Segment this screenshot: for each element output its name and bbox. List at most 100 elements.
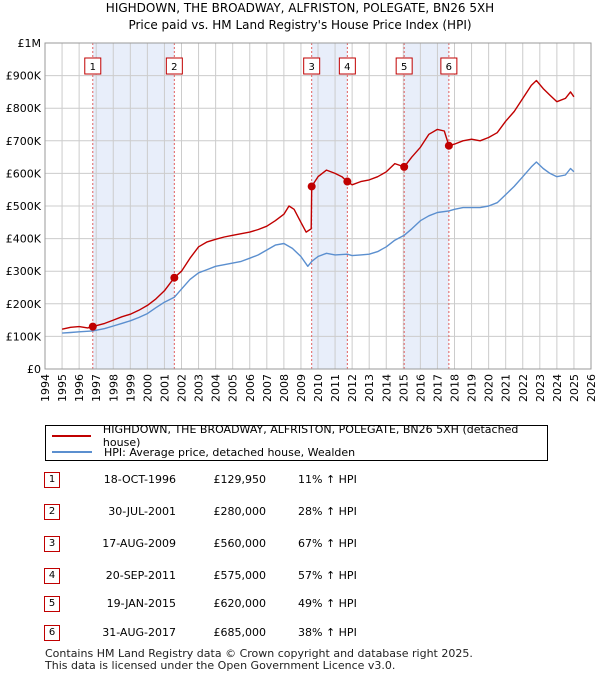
sale-price: £620,000 xyxy=(213,597,267,610)
x-tick-label: 2012 xyxy=(346,374,359,402)
y-tick-label: £1M xyxy=(18,37,42,50)
sale-price: £575,000 xyxy=(213,569,267,582)
legend-label-property: HIGHDOWN, THE BROADWAY, ALFRISTON, POLEG… xyxy=(102,423,519,449)
sale-label-box xyxy=(338,57,356,75)
chart-title: HIGHDOWN, THE BROADWAY, ALFRISTON, POLEG… xyxy=(0,0,600,34)
sale-point xyxy=(170,273,179,282)
sale-row: 4 20-SEP-2011 £575,000 57% ↑ HPI xyxy=(44,568,444,586)
sale-number-badge: 4 xyxy=(44,568,60,584)
x-tick-label: 2026 xyxy=(585,374,598,402)
x-tick-label: 1996 xyxy=(73,374,86,402)
sale-label-text: 4 xyxy=(344,62,350,73)
sale-price: £560,000 xyxy=(213,537,267,550)
x-tick-label: 1997 xyxy=(90,374,103,402)
sale-point xyxy=(444,141,453,150)
x-tick-label: 2002 xyxy=(176,374,189,402)
x-tick-label: 2021 xyxy=(500,374,513,402)
y-tick-label: £500K xyxy=(6,200,42,213)
sale-hpi-change: 49% ↑ HPI xyxy=(298,597,357,610)
x-tick-label: 2004 xyxy=(210,374,223,402)
title-line-2: Price paid vs. HM Land Registry's House … xyxy=(128,18,472,32)
x-tick-label: 2005 xyxy=(227,374,240,402)
sale-row: 5 19-JAN-2015 £620,000 49% ↑ HPI xyxy=(44,596,444,614)
legend-swatch-property xyxy=(52,435,91,437)
x-tick-label: 2006 xyxy=(244,374,257,402)
sale-hpi-change: 57% ↑ HPI xyxy=(298,569,357,582)
sale-label-box xyxy=(303,57,321,75)
sale-label-box xyxy=(395,57,413,75)
legend-swatch-hpi xyxy=(52,451,92,453)
sale-number-badge: 2 xyxy=(44,504,60,520)
sale-date: 18-OCT-1996 xyxy=(103,473,176,486)
sale-label-text: 2 xyxy=(171,62,177,73)
y-tick-label: £800K xyxy=(6,102,42,115)
y-tick-label: £0 xyxy=(27,363,41,376)
footer-licence: This data is licensed under the Open Gov… xyxy=(45,659,396,672)
sale-date: 30-JUL-2001 xyxy=(108,505,176,518)
sale-point xyxy=(400,162,409,171)
sale-point xyxy=(88,322,97,331)
sale-row: 6 31-AUG-2017 £685,000 38% ↑ HPI xyxy=(44,625,444,643)
y-tick-label: £400K xyxy=(6,233,42,246)
x-tick-label: 1995 xyxy=(56,374,69,402)
price-chart: 1 2 3 4 5 6 £0 £100K £200K £300K £400K £500K £600K £7… xyxy=(6,37,598,402)
y-tick-label: £200K xyxy=(6,298,42,311)
sale-label-text: 3 xyxy=(308,62,314,73)
property-price-line xyxy=(62,161,575,334)
legend-item-hpi: HPI: Average price, detached house, Weal… xyxy=(52,444,355,460)
x-tick-label: 1994 xyxy=(39,374,52,402)
y-tick-label: £100K xyxy=(6,330,42,343)
sale-price: £280,000 xyxy=(213,505,267,518)
x-tick-label: 2020 xyxy=(483,374,496,402)
sale-number-badge: 6 xyxy=(44,625,60,641)
sale-hpi-change: 28% ↑ HPI xyxy=(298,505,357,518)
x-tick-label: 2014 xyxy=(380,374,393,402)
sale-hpi-change: 11% ↑ HPI xyxy=(298,473,357,486)
sale-hpi-change: 38% ↑ HPI xyxy=(298,626,357,639)
x-tick-label: 2003 xyxy=(193,374,206,402)
x-tick-label: 2007 xyxy=(261,374,274,402)
sale-label-text: 6 xyxy=(446,62,452,73)
legend: HIGHDOWN, THE BROADWAY, ALFRISTON, POLEG… xyxy=(45,423,548,461)
x-tick-label: 1998 xyxy=(107,374,120,402)
sale-label-text: 1 xyxy=(90,62,96,73)
x-tick-label: 2019 xyxy=(466,374,479,402)
sale-row: 3 17-AUG-2009 £560,000 67% ↑ HPI xyxy=(44,536,444,554)
sale-hpi-change: 67% ↑ HPI xyxy=(298,537,357,550)
x-tick-label: 2022 xyxy=(517,374,530,402)
sale-label-box xyxy=(440,57,458,75)
x-tick-label: 2024 xyxy=(551,374,564,402)
footer: Contains HM Land Registry data © Crown c… xyxy=(45,648,473,672)
x-tick-label: 2009 xyxy=(295,374,308,402)
x-tick-label: 2017 xyxy=(431,374,444,402)
sale-point xyxy=(307,182,316,191)
x-tick-label: 2018 xyxy=(449,374,462,402)
sale-date: 20-SEP-2011 xyxy=(105,569,176,582)
x-tick-label: 1999 xyxy=(124,374,137,402)
hpi-line xyxy=(61,79,575,330)
sale-number-badge: 1 xyxy=(44,472,60,488)
y-tick-label: £900K xyxy=(6,70,42,83)
y-tick-label: £300K xyxy=(6,265,42,278)
sale-price: £129,950 xyxy=(213,473,267,486)
x-tick-label: 2011 xyxy=(329,374,342,402)
x-tick-label: 2000 xyxy=(141,374,154,402)
sale-point xyxy=(343,177,352,186)
footer-copyright: Contains HM Land Registry data © Crown c… xyxy=(45,647,473,660)
sale-date: 19-JAN-2015 xyxy=(106,597,176,610)
y-tick-label: £600K xyxy=(6,167,42,180)
sale-price: £685,000 xyxy=(213,626,267,639)
sale-row: 1 18-OCT-1996 £129,950 11% ↑ HPI xyxy=(44,472,444,490)
legend-item-property: HIGHDOWN, THE BROADWAY, ALFRISTON, POLEG… xyxy=(52,423,547,449)
sale-date: 17-AUG-2009 xyxy=(102,537,176,550)
x-tick-label: 2010 xyxy=(312,374,325,402)
plot-border xyxy=(44,42,592,370)
sale-label-box xyxy=(84,57,102,75)
y-tick-label: £700K xyxy=(6,135,42,148)
sale-date: 31-AUG-2017 xyxy=(102,626,176,639)
legend-label-hpi: HPI: Average price, detached house, Weal… xyxy=(104,445,356,459)
x-tick-label: 2016 xyxy=(414,374,427,402)
x-tick-label: 2013 xyxy=(363,374,376,402)
x-tick-label: 2025 xyxy=(568,374,581,402)
x-tick-label: 2008 xyxy=(278,374,291,402)
